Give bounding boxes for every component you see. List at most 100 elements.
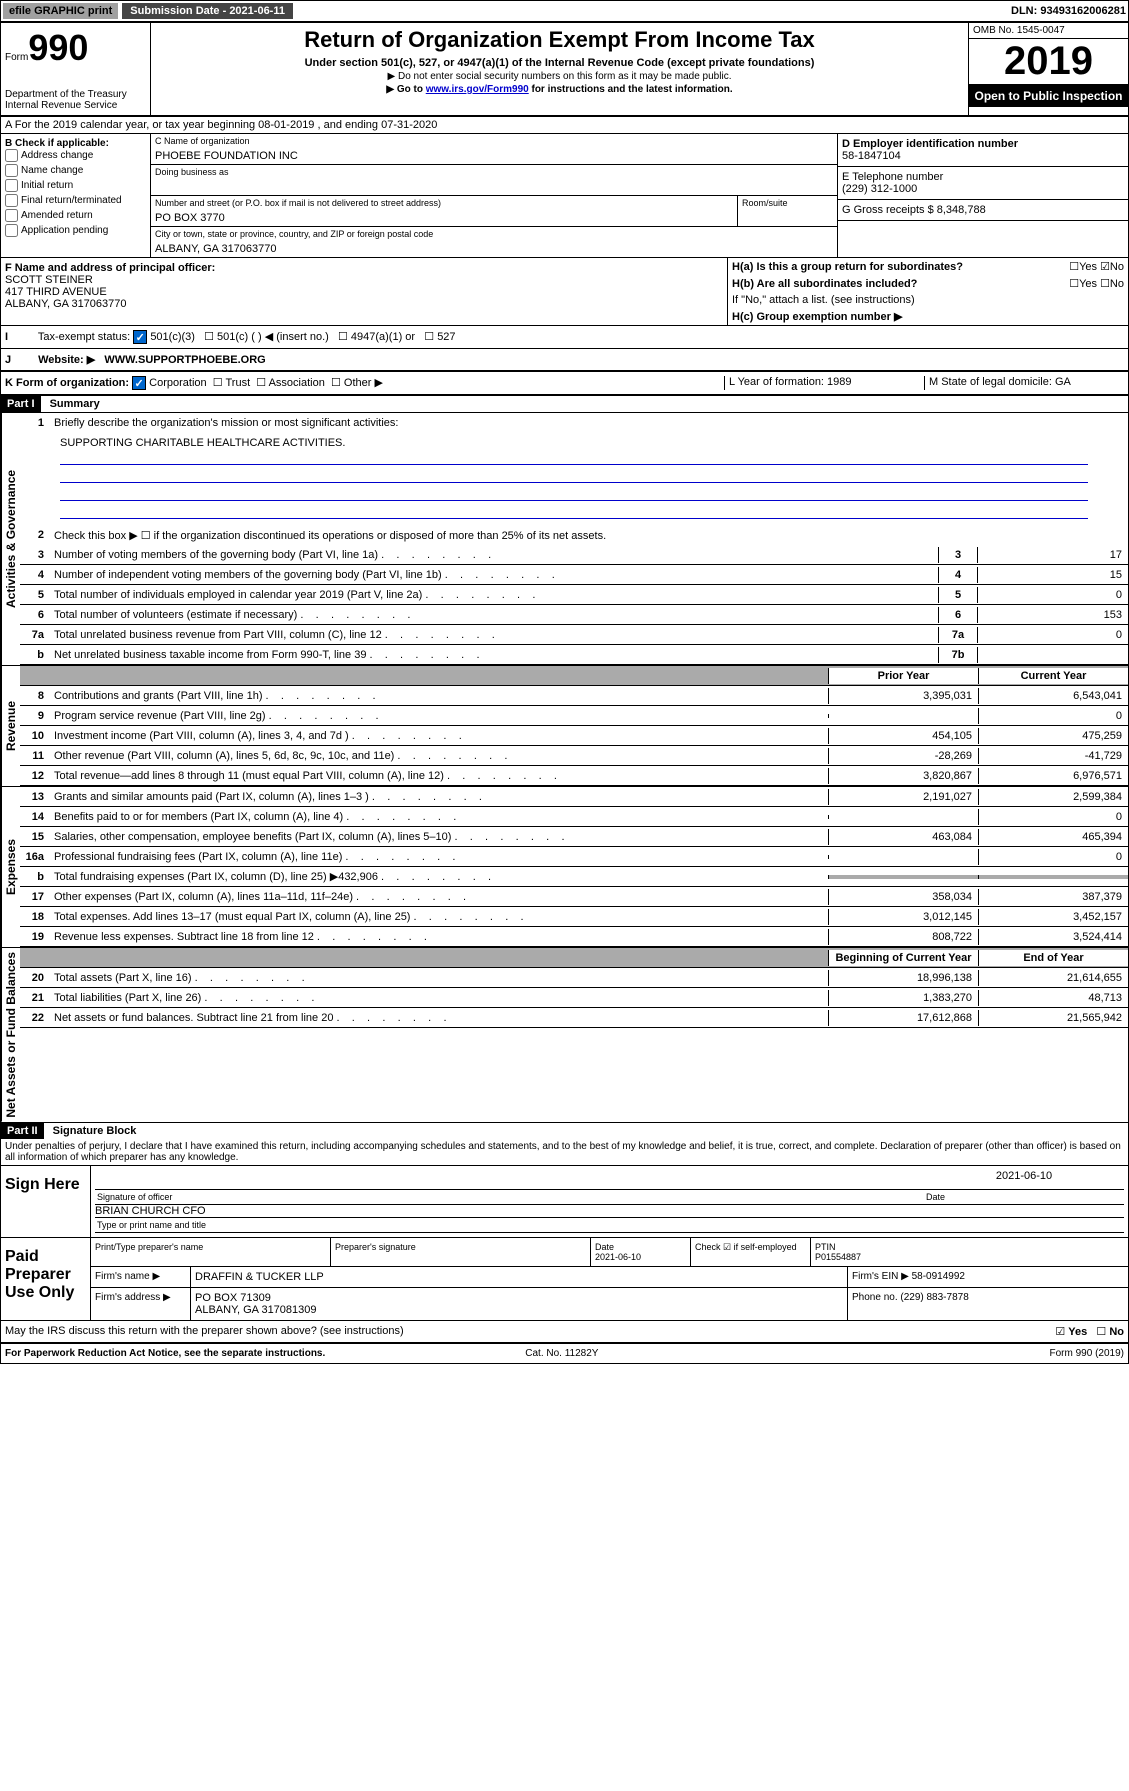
sig-officer-label: Signature of officer <box>95 1190 924 1205</box>
perjury-text: Under penalties of perjury, I declare th… <box>1 1139 1128 1166</box>
note2-post: for instructions and the latest informat… <box>529 84 733 95</box>
discuss-question: May the IRS discuss this return with the… <box>5 1325 404 1338</box>
phone-label: E Telephone number <box>842 171 1124 183</box>
firm-ein: Firm's EIN ▶ 58-0914992 <box>848 1267 1128 1287</box>
instructions-link[interactable]: www.irs.gov/Form990 <box>426 84 529 95</box>
paperwork-notice: For Paperwork Reduction Act Notice, see … <box>5 1348 325 1359</box>
opt-name: Name change <box>21 165 83 176</box>
opt-501c: 501(c) ( ) ◀ (insert no.) <box>217 331 329 343</box>
opt-trust: Trust <box>226 377 251 389</box>
tax-year: 2019 <box>969 39 1128 85</box>
net-section-label: Net Assets or Fund Balances <box>1 948 20 1122</box>
officer-name: SCOTT STEINER <box>5 274 723 286</box>
sign-here-label: Sign Here <box>1 1166 91 1237</box>
paid-preparer-label: Paid Preparer Use Only <box>1 1238 91 1320</box>
omb-number: OMB No. 1545-0047 <box>969 23 1128 39</box>
year-formation: L Year of formation: 1989 <box>724 376 924 390</box>
org-address: PO BOX 3770 <box>151 210 737 226</box>
phone-value: (229) 312-1000 <box>842 183 1124 195</box>
form-number: 990 <box>28 27 88 68</box>
opt-pending: Application pending <box>21 225 108 236</box>
opt-amended: Amended return <box>21 210 93 221</box>
firm-addr2: ALBANY, GA 317081309 <box>195 1304 317 1316</box>
gross-receipts: G Gross receipts $ 8,348,788 <box>838 200 1128 221</box>
part1-title: Summary <box>44 396 106 412</box>
officer-addr2: ALBANY, GA 317063770 <box>5 298 723 310</box>
chk-amended[interactable] <box>5 209 18 222</box>
rev-section-label: Revenue <box>1 666 20 786</box>
officer-label: F Name and address of principal officer: <box>5 262 723 274</box>
opt-corp: Corporation <box>149 377 206 389</box>
website-value: WWW.SUPPORTPHOEBE.ORG <box>104 354 265 366</box>
form-title: Return of Organization Exempt From Incom… <box>155 27 964 53</box>
prep-name-label: Print/Type preparer's name <box>91 1238 331 1266</box>
dln: DLN: 93493162006281 <box>1011 5 1126 17</box>
opt-initial: Initial return <box>21 180 73 191</box>
chk-pending[interactable] <box>5 224 18 237</box>
chk-address-change[interactable] <box>5 149 18 162</box>
tax-status-label: Tax-exempt status: <box>38 331 130 343</box>
open-public-badge: Open to Public Inspection <box>969 85 1128 107</box>
opt-final: Final return/terminated <box>21 195 122 206</box>
efile-button[interactable]: efile GRAPHIC print <box>3 3 118 19</box>
current-year-header: Current Year <box>978 668 1128 684</box>
city-label: City or town, state or province, country… <box>151 227 837 241</box>
exp-section-label: Expenses <box>1 787 20 947</box>
self-employed-label: Check ☑ if self-employed <box>691 1238 811 1266</box>
state-domicile: M State of legal domicile: GA <box>924 376 1124 390</box>
chk-initial[interactable] <box>5 179 18 192</box>
firm-phone: Phone no. (229) 883-7878 <box>848 1288 1128 1320</box>
sig-date: 2021-06-10 <box>924 1170 1124 1190</box>
addr-label: Number and street (or P.O. box if mail i… <box>151 196 737 210</box>
note2-pre: ▶ Go to <box>386 84 425 95</box>
chk-501c3[interactable]: ✓ <box>133 330 147 344</box>
officer-addr1: 417 THIRD AVENUE <box>5 286 723 298</box>
prep-date-label: Date <box>595 1242 614 1252</box>
end-year-header: End of Year <box>978 950 1128 966</box>
name-title-label: Type or print name and title <box>95 1217 1124 1233</box>
mission-text: SUPPORTING CHARITABLE HEALTHCARE ACTIVIT… <box>60 437 1088 449</box>
prior-year-header: Prior Year <box>828 668 978 684</box>
part2-label: Part II <box>1 1123 44 1139</box>
prep-date-val: 2021-06-10 <box>595 1252 641 1262</box>
prep-sig-label: Preparer's signature <box>331 1238 591 1266</box>
ein-label: D Employer identification number <box>842 138 1124 150</box>
name-label: C Name of organization <box>151 134 837 148</box>
ptin-label: PTIN <box>815 1242 836 1252</box>
hb-label: H(b) Are all subordinates included? <box>732 278 917 290</box>
q2: Check this box ▶ ☐ if the organization d… <box>50 527 1128 544</box>
row-a-period: A For the 2019 calendar year, or tax yea… <box>1 117 1128 134</box>
form-footer: Form 990 (2019) <box>1050 1348 1124 1359</box>
form-label: Form <box>5 52 28 63</box>
sig-date-label: Date <box>924 1190 1124 1205</box>
room-label: Room/suite <box>738 196 837 210</box>
website-label: Website: ▶ <box>38 354 95 366</box>
chk-final[interactable] <box>5 194 18 207</box>
cat-no: Cat. No. 11282Y <box>525 1348 598 1359</box>
ein-value: 58-1847104 <box>842 150 1124 162</box>
officer-name-title: BRIAN CHURCH CFO <box>95 1205 1124 1217</box>
begin-year-header: Beginning of Current Year <box>828 950 978 966</box>
dba-label: Doing business as <box>151 165 837 179</box>
org-name: PHOEBE FOUNDATION INC <box>151 148 837 164</box>
gov-section-label: Activities & Governance <box>1 413 20 665</box>
note1: ▶ Do not enter social security numbers o… <box>155 71 964 82</box>
opt-assoc: Association <box>269 377 325 389</box>
org-city: ALBANY, GA 317063770 <box>151 241 837 257</box>
opt-4947: 4947(a)(1) or <box>351 331 415 343</box>
opt-501c3: 501(c)(3) <box>150 331 195 343</box>
firm-name-label: Firm's name ▶ <box>91 1267 191 1287</box>
q1: Briefly describe the organization's miss… <box>50 415 1128 431</box>
ptin-val: P01554887 <box>815 1252 861 1262</box>
h-note: If "No," attach a list. (see instruction… <box>728 292 1128 308</box>
box-b-label: B Check if applicable: <box>5 138 146 149</box>
firm-name: DRAFFIN & TUCKER LLP <box>191 1267 848 1287</box>
j-label: J <box>5 354 35 366</box>
submission-date: Submission Date - 2021-06-11 <box>122 3 293 19</box>
hc-label: H(c) Group exemption number ▶ <box>728 308 1128 325</box>
ha-label: H(a) Is this a group return for subordin… <box>732 261 963 273</box>
opt-address: Address change <box>21 150 93 161</box>
subtitle: Under section 501(c), 527, or 4947(a)(1)… <box>155 57 964 69</box>
chk-corp[interactable]: ✓ <box>132 376 146 390</box>
chk-name-change[interactable] <box>5 164 18 177</box>
